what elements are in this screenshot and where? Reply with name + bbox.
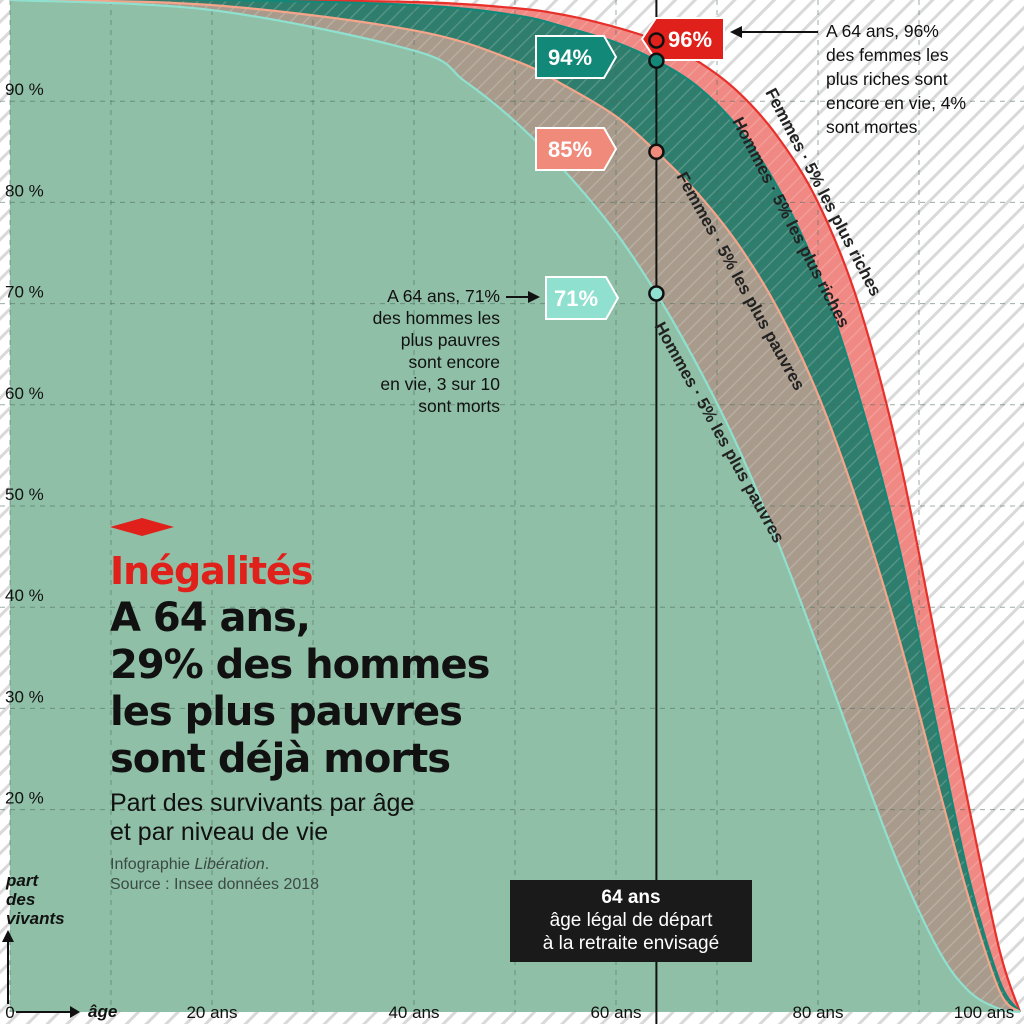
y-tick-label: 70 %	[5, 283, 44, 302]
badge-femmes_pauvres	[535, 127, 618, 171]
survival-curves	[9, 0, 1022, 1014]
headline-line: sont déjà morts	[110, 736, 451, 782]
rich-women-arrowhead-icon	[730, 26, 742, 38]
rich-women-note-line: encore en vie, 4%	[826, 93, 966, 113]
poor-men-note-line: des hommes les	[373, 308, 501, 328]
badge-hommes_riches	[535, 35, 618, 79]
annotations: A 64 ans, 96% des femmes les plus riches s…	[373, 21, 967, 416]
point-hommes_pauvres	[648, 285, 665, 302]
kicker: Inégalités	[110, 549, 313, 593]
poor-men-note-line: en vie, 3 sur 10	[380, 374, 500, 394]
x-tick-label: 80 ans	[792, 1003, 843, 1022]
x-tick-labels: 0 20 ans 40 ans 60 ans 80 ans 100 ans	[5, 1003, 1014, 1022]
poor-men-arrowhead-icon	[528, 291, 540, 303]
x-axis-title: âge	[88, 1002, 117, 1021]
poor-men-note-line: A 64 ans, 71%	[387, 286, 500, 306]
y-tick-label: 90 %	[5, 80, 44, 99]
rich-women-note-line: des femmes les	[826, 45, 949, 65]
headline-line: A 64 ans,	[110, 595, 311, 641]
title-block: Inégalités A 64 ans, 29% des hommes les …	[110, 518, 630, 895]
source-line: Source : Insee données 2018	[110, 876, 320, 893]
y-axis-title-line: des	[6, 890, 35, 909]
point-femmes_pauvres	[648, 143, 665, 161]
age-value: 64 ans	[601, 887, 661, 908]
rich-women-note-line: sont mortes	[826, 117, 918, 137]
age-caption-line1: âge légal de départ	[549, 910, 713, 931]
x-tick-label: 40 ans	[388, 1003, 439, 1022]
rich-women-note-line: A 64 ans, 96%	[826, 21, 939, 41]
x-axis-arrowhead-icon	[70, 1006, 80, 1018]
x-tick-label: 60 ans	[590, 1003, 641, 1022]
headline-line: 29% des hommes	[110, 642, 490, 688]
retirement-age-box: 64 ans âge légal de départ à la retraite…	[510, 880, 752, 962]
point-hommes_riches	[648, 52, 665, 69]
subtitle-line: Part des survivants par âge	[110, 789, 415, 817]
y-tick-label: 30 %	[5, 687, 44, 706]
x-tick-label: 0	[5, 1003, 14, 1022]
x-tick-label: 100 ans	[954, 1003, 1015, 1022]
y-axis-arrowhead-icon	[2, 930, 14, 942]
age-64-marker: 96% 94% 85% 71%	[535, 0, 725, 1024]
curve-femmes_riches	[10, 0, 1022, 1013]
y-tick-label: 60 %	[5, 384, 44, 403]
y-tick-label: 50 %	[5, 485, 44, 504]
subtitle-line: et par niveau de vie	[110, 818, 329, 846]
poor-men-note-line: plus pauvres	[401, 330, 500, 350]
subtitle: Part des survivants par âge et par nivea…	[110, 789, 630, 847]
credit-outlet: Libération	[194, 856, 265, 873]
badge-label-hommes_pauvres: 71%	[554, 286, 598, 311]
poor-men-note-line: sont encore	[409, 352, 500, 372]
headline-line: les plus pauvres	[110, 689, 463, 735]
kicker-diamond-icon	[110, 518, 174, 536]
y-tick-label: 40 %	[5, 586, 44, 605]
badge-label-femmes_pauvres: 85%	[548, 137, 592, 162]
y-tick-label: 80 %	[5, 181, 44, 200]
badge-label-hommes_riches: 94%	[548, 45, 592, 70]
poor-men-note-line: sont morts	[418, 396, 500, 416]
credit-suffix: .	[264, 856, 270, 873]
credit: Infographie Libération. Source : Insee d…	[110, 855, 630, 895]
y-tick-labels: 20 % 30 % 40 % 50 % 60 % 70 % 80 % 90 %	[5, 80, 44, 807]
y-tick-label: 20 %	[5, 789, 44, 808]
curve-hommes_pauvres	[9, 0, 1021, 1014]
curve-hommes_riches	[10, 0, 1021, 1013]
headline: A 64 ans, 29% des hommes les plus pauvre…	[110, 595, 630, 783]
credit-prefix: Infographie	[110, 856, 195, 873]
age-caption-line2: à la retraite envisagé	[542, 933, 720, 954]
credit-line: Infographie Libération.	[110, 855, 630, 875]
x-tick-label: 20 ans	[186, 1003, 237, 1022]
point-femmes_riches	[648, 32, 665, 49]
y-axis-title-line: part	[5, 871, 39, 890]
rich-women-note-line: plus riches sont	[826, 69, 948, 89]
curve-femmes_pauvres	[9, 0, 1021, 1013]
y-axis-title-line: vivants	[6, 909, 65, 928]
badge-hommes_pauvres	[545, 276, 620, 320]
badge-label-femmes_riches: 96%	[668, 27, 712, 52]
